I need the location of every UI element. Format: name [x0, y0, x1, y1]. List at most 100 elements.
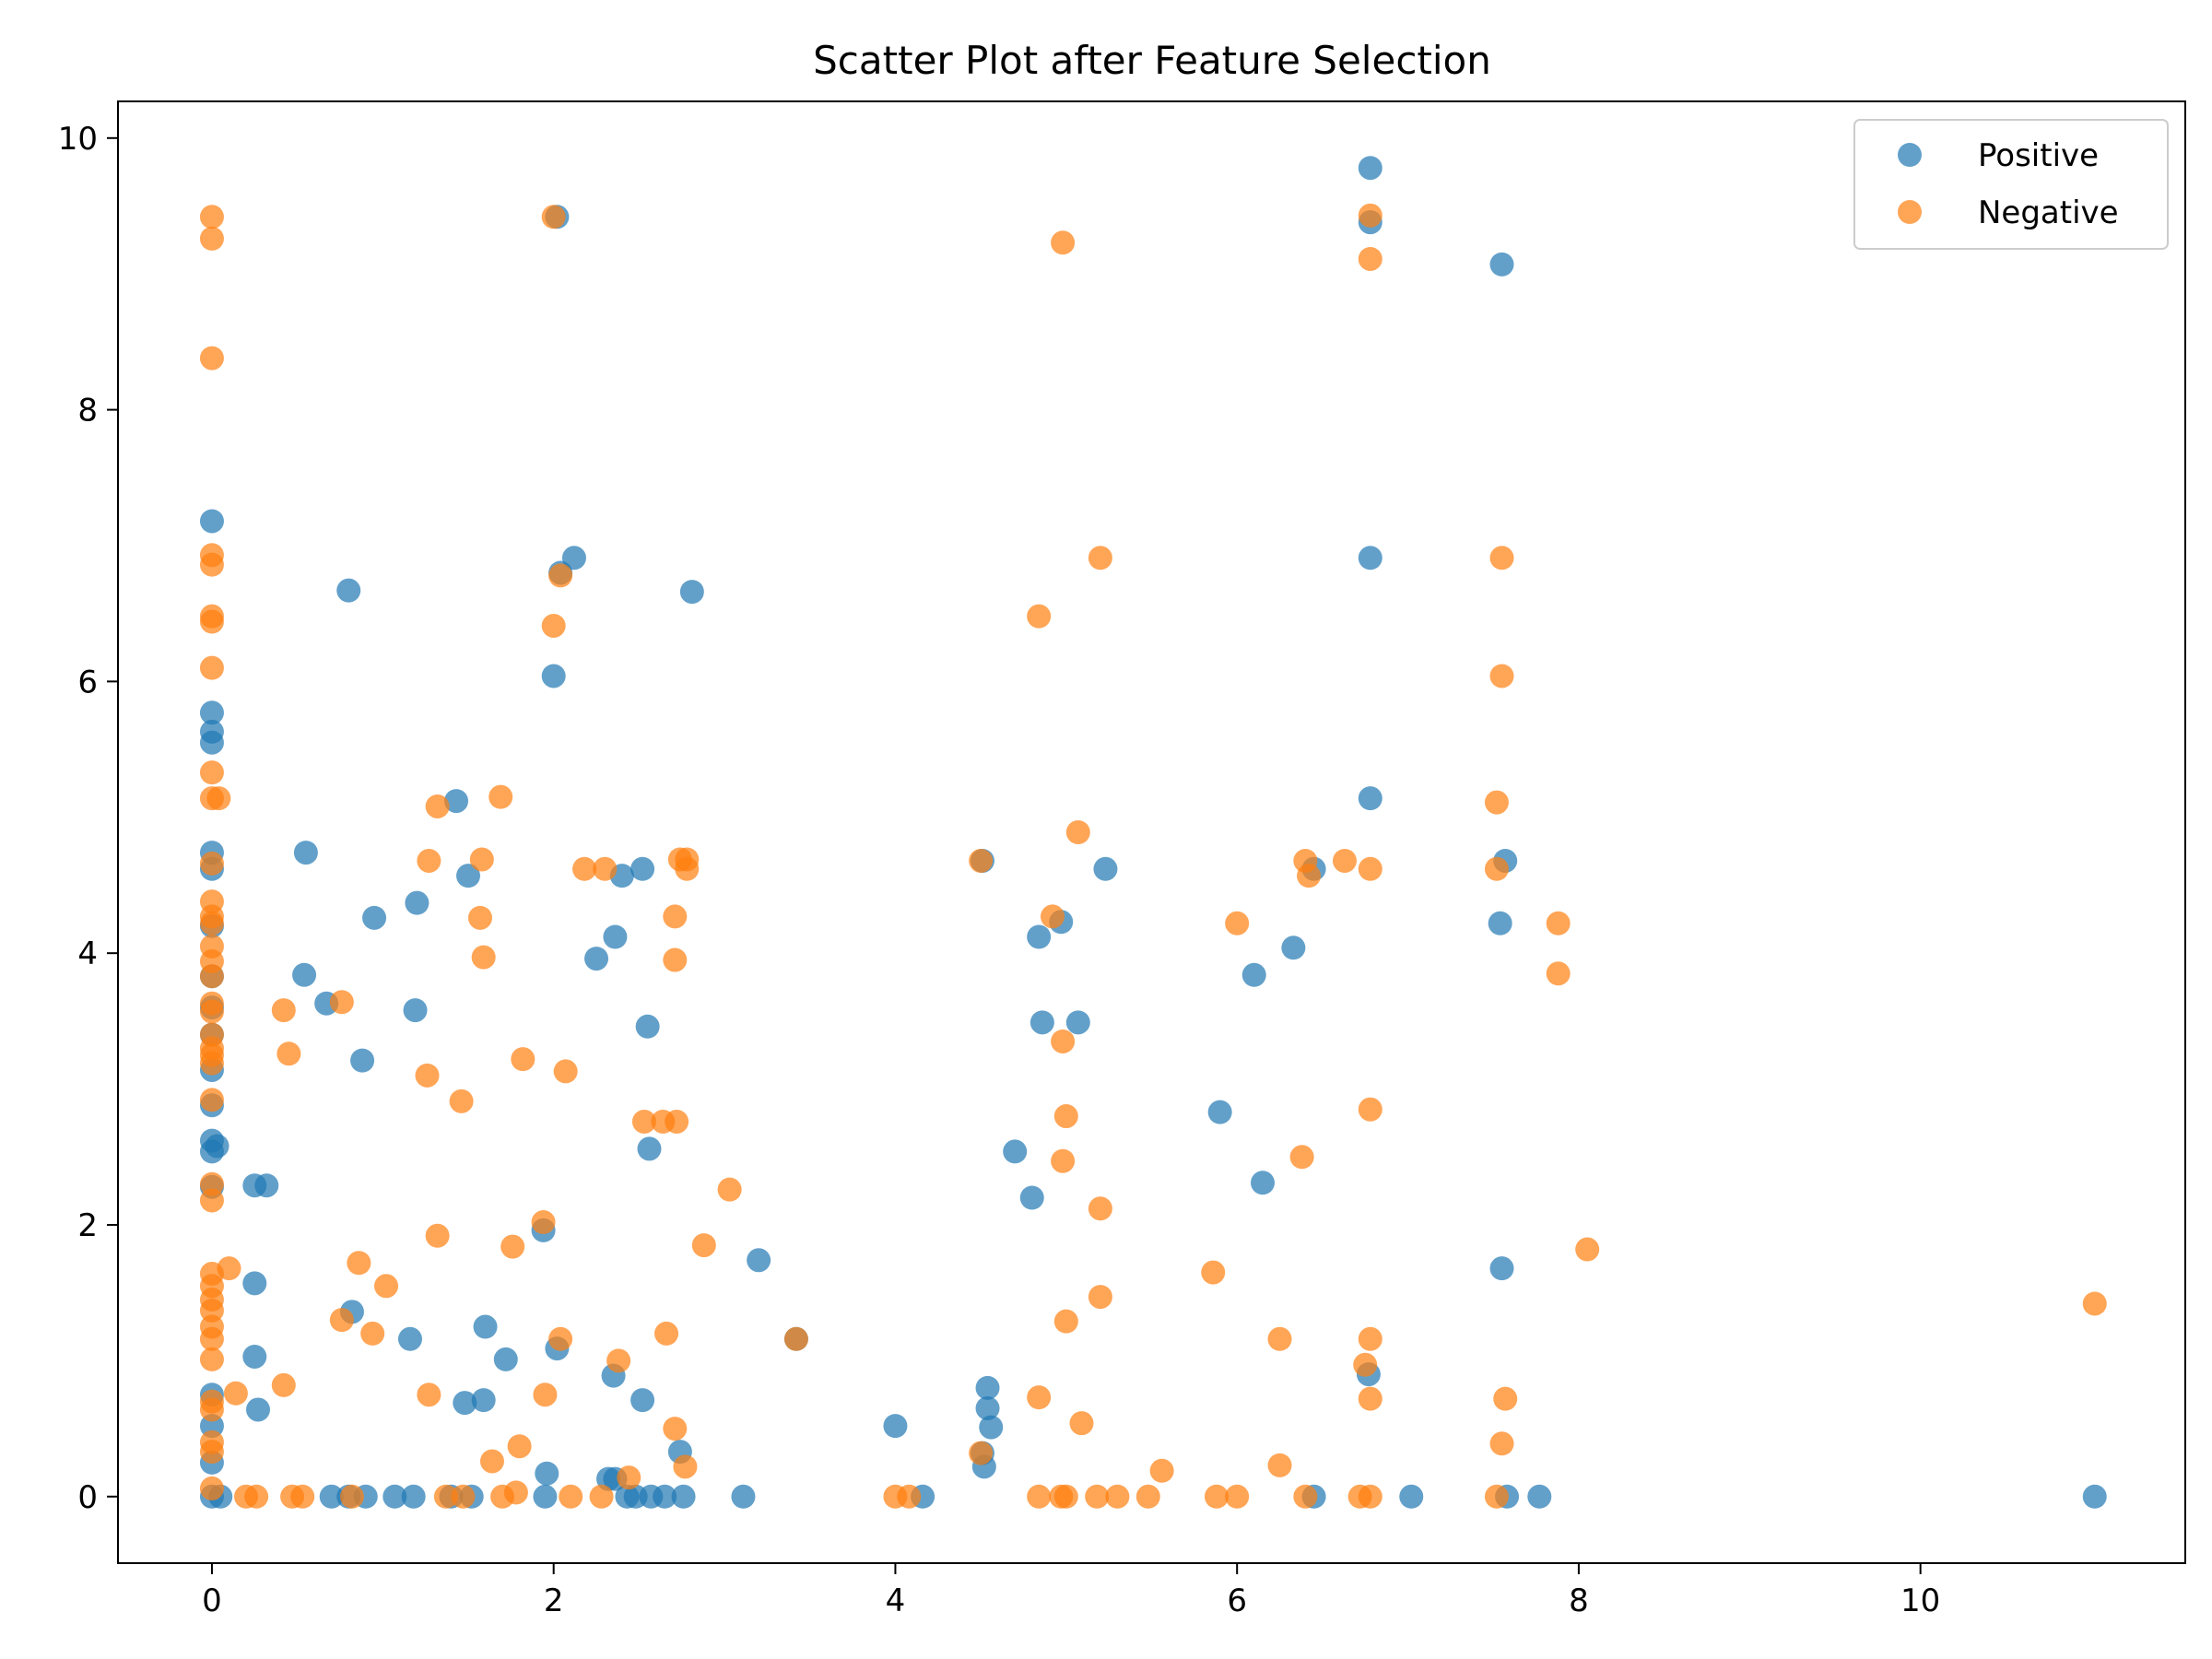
data-point-negative: [199, 1397, 224, 1422]
data-point-positive: [382, 1484, 407, 1509]
legend-label-positive: Positive: [1978, 137, 2099, 174]
data-point-negative: [1484, 790, 1509, 815]
data-point-negative: [1149, 1458, 1174, 1483]
data-point-negative: [347, 1251, 371, 1276]
data-point-negative: [1484, 1484, 1509, 1509]
data-point-positive: [292, 962, 317, 987]
data-point-negative: [417, 848, 441, 873]
data-point-negative: [467, 905, 492, 930]
data-point-negative: [593, 856, 618, 881]
x-tick-label: 2: [544, 1583, 564, 1619]
data-point-positive: [635, 1014, 660, 1039]
data-point-negative: [1027, 1484, 1052, 1509]
data-point-negative: [1069, 1411, 1094, 1436]
data-point-negative: [1353, 1352, 1378, 1377]
data-point-negative: [469, 847, 494, 872]
data-point-positive: [1250, 1171, 1275, 1195]
data-point-negative: [663, 947, 688, 972]
plot-points: [199, 156, 2107, 1509]
legend-marker-negative: [1898, 200, 1922, 224]
data-point-positive: [293, 841, 318, 865]
data-point-negative: [969, 848, 994, 873]
data-point-positive: [403, 998, 428, 1023]
data-point-negative: [617, 1465, 641, 1490]
data-point-negative: [425, 794, 450, 818]
data-point-negative: [199, 1347, 224, 1371]
data-point-positive: [541, 664, 566, 688]
data-point-positive: [975, 1395, 1000, 1420]
data-point-negative: [449, 1088, 474, 1113]
data-point-negative: [1297, 864, 1322, 888]
data-point-negative: [1053, 1484, 1078, 1509]
data-point-negative: [531, 1210, 556, 1235]
data-point-negative: [290, 1484, 315, 1509]
data-point-positive: [1527, 1484, 1552, 1509]
data-point-positive: [979, 1415, 1004, 1440]
data-point-negative: [339, 1484, 364, 1509]
data-point-negative: [1051, 230, 1076, 255]
data-point-negative: [1267, 1453, 1292, 1477]
data-point-positive: [533, 1484, 558, 1509]
data-point-negative: [541, 613, 566, 638]
data-point-positive: [199, 700, 224, 725]
data-point-negative: [199, 1188, 224, 1213]
data-point-negative: [199, 1051, 224, 1076]
data-point-negative: [276, 1041, 301, 1066]
series-negative: [199, 203, 2107, 1509]
data-point-negative: [271, 998, 296, 1023]
data-point-negative: [1358, 1386, 1382, 1411]
data-point-negative: [1225, 911, 1250, 935]
data-point-negative: [548, 563, 573, 588]
data-point-negative: [1493, 1386, 1518, 1411]
data-point-negative: [969, 1441, 994, 1465]
data-point-negative: [1051, 1148, 1076, 1173]
data-point-negative: [1293, 1484, 1318, 1509]
y-axis: 0 2 4 6 8 10: [58, 121, 118, 1516]
x-tick-label: 6: [1227, 1583, 1247, 1619]
data-point-negative: [1040, 904, 1065, 929]
data-point-negative: [199, 964, 224, 989]
data-point-positive: [246, 1397, 271, 1422]
data-point-negative: [1546, 961, 1571, 986]
data-point-negative: [199, 999, 224, 1024]
data-point-negative: [199, 552, 224, 577]
data-point-negative: [1546, 911, 1571, 935]
data-point-negative: [329, 1308, 354, 1333]
data-point-negative: [433, 1484, 458, 1509]
chart-title: Scatter Plot after Feature Selection: [813, 38, 1491, 83]
data-point-positive: [1358, 786, 1382, 811]
data-point-positive: [1030, 1010, 1054, 1035]
data-point-positive: [561, 546, 586, 571]
data-point-positive: [883, 1414, 908, 1439]
data-point-positive: [679, 580, 704, 605]
data-point-negative: [553, 1059, 578, 1084]
data-point-negative: [533, 1382, 558, 1407]
data-point-negative: [675, 856, 700, 881]
data-point-negative: [199, 1088, 224, 1112]
data-point-negative: [271, 1372, 296, 1397]
data-point-positive: [362, 905, 387, 930]
data-point-negative: [199, 609, 224, 634]
data-point-negative: [199, 1476, 224, 1500]
data-point-negative: [1135, 1484, 1160, 1509]
data-point-negative: [1088, 1285, 1112, 1310]
data-point-positive: [1281, 935, 1306, 960]
data-point-negative: [897, 1484, 922, 1509]
y-tick-label: 6: [77, 664, 98, 700]
data-point-negative: [783, 1326, 808, 1351]
data-point-positive: [630, 1388, 655, 1413]
legend-marker-positive: [1898, 143, 1922, 167]
data-point-negative: [589, 1484, 614, 1509]
data-point-negative: [1053, 1104, 1078, 1129]
data-point-negative: [199, 226, 224, 251]
data-point-negative: [1358, 203, 1382, 228]
data-point-positive: [493, 1347, 518, 1371]
data-point-negative: [1088, 546, 1112, 571]
plot-frame: [117, 100, 2186, 1564]
data-point-negative: [199, 655, 224, 680]
x-tick-label: 4: [886, 1583, 906, 1619]
data-point-positive: [1003, 1139, 1028, 1164]
data-point-negative: [1201, 1260, 1226, 1285]
data-point-negative: [374, 1274, 399, 1299]
